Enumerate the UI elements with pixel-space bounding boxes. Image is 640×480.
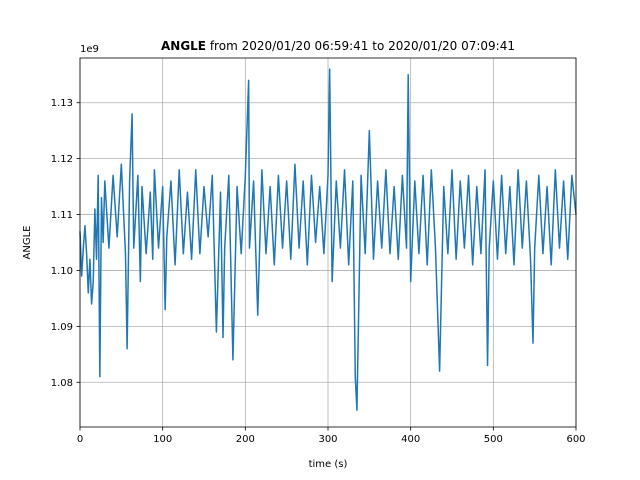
grid-layer [79, 58, 577, 427]
y-tick-label: 1.08 [51, 378, 73, 389]
y-tick-label: 1.12 [51, 154, 73, 165]
y-offset-label: 1e9 [80, 44, 99, 55]
x-tick-label: 100 [153, 434, 172, 445]
chart-title-bold: ANGLE [161, 39, 206, 53]
x-axis-label: time (s) [309, 459, 348, 470]
y-tick-label: 1.09 [51, 322, 73, 333]
y-tick-label: 1.11 [51, 210, 73, 221]
y-tick-label: 1.10 [51, 266, 73, 277]
x-tick-label: 300 [318, 434, 337, 445]
series-layer [79, 68, 577, 411]
series-line-0 [79, 68, 577, 411]
x-tick-label: 0 [77, 434, 83, 445]
chart-title-rest: from 2020/01/20 06:59:41 to 2020/01/20 0… [206, 39, 515, 53]
x-tick-label: 200 [236, 434, 255, 445]
tick-layer: 0 100 200 300 400 500 600 1.08 1.09 1.10 1.11 1.12 1… [51, 98, 586, 445]
x-tick-label: 600 [566, 434, 585, 445]
y-tick-label: 1.13 [51, 98, 73, 109]
y-axis-label: ANGLE [22, 226, 33, 260]
x-tick-label: 500 [484, 434, 503, 445]
chart-title: ANGLE from 2020/01/20 06:59:41 to 2020/0… [161, 39, 515, 53]
x-tick-label: 400 [401, 434, 420, 445]
